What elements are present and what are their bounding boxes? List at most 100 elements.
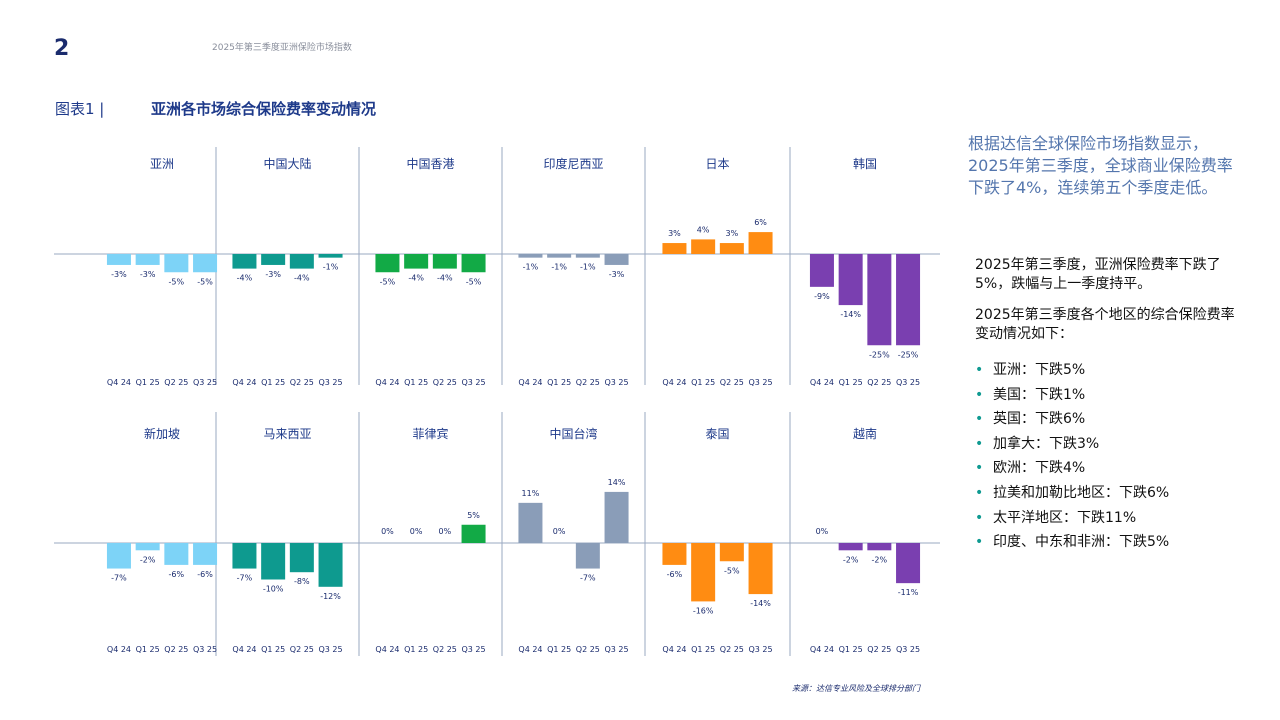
- list-item: 亚洲：下跌5%: [975, 358, 1169, 383]
- bar: [232, 254, 257, 269]
- bar: [547, 254, 572, 258]
- bar: [135, 254, 160, 265]
- x-tick-label: Q2 25: [576, 645, 600, 654]
- chart-title: 亚洲: [150, 157, 174, 171]
- bar: [261, 254, 286, 265]
- x-tick-label: Q3 25: [748, 378, 772, 387]
- data-label: -3%: [111, 270, 127, 279]
- bar: [896, 254, 921, 346]
- bar: [809, 254, 834, 287]
- bar: [838, 543, 863, 551]
- bar: [106, 254, 131, 265]
- source-note: 来源：达信专业风险及全球排分部门: [792, 684, 920, 693]
- intro-text: 根据达信全球保险市场指数显示，2025年第三季度，全球商业保险费率下跌了4%，连…: [968, 134, 1233, 197]
- x-tick-label: Q2 25: [164, 645, 188, 654]
- data-label: -12%: [320, 592, 341, 601]
- x-tick-label: Q2 25: [290, 645, 314, 654]
- chart-title: 马来西亚: [263, 427, 311, 441]
- bar: [193, 254, 218, 273]
- chart-title: 中国大陆: [263, 156, 311, 171]
- chart-title: 印度尼西亚: [543, 156, 603, 171]
- data-label: -5%: [169, 277, 185, 286]
- data-label: 6%: [754, 218, 767, 227]
- data-label: -4%: [237, 274, 253, 283]
- data-label: -25%: [869, 350, 890, 359]
- x-tick-label: Q1 25: [261, 378, 285, 387]
- bar: [691, 543, 716, 602]
- header-title: 2025年第三季度亚洲保险市场指数: [212, 43, 352, 53]
- bar: [838, 254, 863, 306]
- x-tick-label: Q3 25: [896, 378, 920, 387]
- x-tick-label: Q3 25: [604, 378, 628, 387]
- bar: [719, 543, 744, 562]
- bar: [604, 254, 629, 265]
- x-tick-label: Q3 25: [461, 645, 485, 654]
- data-label: 0%: [553, 527, 566, 536]
- data-label: -7%: [237, 574, 253, 583]
- data-label: -9%: [814, 292, 830, 301]
- x-tick-label: Q3 25: [193, 645, 217, 654]
- chart-title: 中国台湾: [549, 426, 597, 441]
- x-tick-label: Q4 24: [518, 378, 542, 387]
- figure-title: 亚洲各市场综合保险费率变动情况: [151, 100, 377, 118]
- summary-paragraph: 2025年第三季度，亚洲保险费率下跌了5%，跌幅与上一季度持平。: [975, 257, 1221, 292]
- x-tick-label: Q2 25: [720, 645, 744, 654]
- x-tick-label: Q1 25: [136, 378, 160, 387]
- data-label: -5%: [197, 277, 213, 286]
- chart-title: 韩国: [853, 156, 877, 171]
- data-label: -3%: [265, 270, 281, 279]
- bar: [719, 243, 744, 254]
- bar: [193, 543, 218, 565]
- data-label: -11%: [898, 588, 919, 597]
- bar-chart-grid: 亚洲 -3% Q4 24 -3% Q1 25 -5% Q2 25 -5% Q3 25 中国大陆 -4…: [54, 147, 940, 656]
- data-label: -3%: [140, 270, 156, 279]
- x-tick-label: Q1 25: [691, 378, 715, 387]
- data-label: 3%: [668, 229, 681, 238]
- bar: [575, 543, 600, 569]
- chart-title: 越南: [853, 426, 877, 441]
- x-tick-label: Q4 24: [810, 645, 834, 654]
- x-tick-label: Q2 25: [576, 378, 600, 387]
- x-tick-label: Q2 25: [867, 378, 891, 387]
- x-tick-label: Q1 25: [839, 645, 863, 654]
- x-tick-label: Q4 24: [518, 645, 542, 654]
- bar: [135, 543, 160, 551]
- x-tick-label: Q3 25: [896, 645, 920, 654]
- data-label: -3%: [609, 270, 625, 279]
- x-tick-label: Q4 24: [662, 378, 686, 387]
- bar: [404, 254, 429, 269]
- data-label: 14%: [608, 478, 626, 487]
- bar: [518, 502, 543, 543]
- data-label: -7%: [111, 574, 127, 583]
- data-label: -14%: [750, 599, 771, 608]
- x-tick-label: Q1 25: [404, 645, 428, 654]
- x-tick-label: Q3 25: [748, 645, 772, 654]
- figure-label: 图表1 |: [55, 100, 105, 118]
- data-label: -5%: [466, 277, 482, 286]
- x-tick-label: Q3 25: [318, 378, 342, 387]
- region-rate-list: 亚洲：下跌5% 美国：下跌1% 英国：下跌6% 加拿大：下跌3% 欧洲：下跌4%…: [975, 358, 1169, 555]
- bar: [432, 254, 457, 269]
- bar: [748, 543, 773, 595]
- data-label: -1%: [580, 263, 596, 272]
- data-label: -1%: [523, 263, 539, 272]
- x-tick-label: Q2 25: [433, 645, 457, 654]
- data-label: -4%: [437, 274, 453, 283]
- x-tick-label: Q1 25: [261, 645, 285, 654]
- data-label: -5%: [380, 277, 396, 286]
- data-label: -2%: [872, 555, 888, 564]
- regions-intro-paragraph: 2025年第三季度各个地区的综合保险费率变动情况如下：: [975, 307, 1235, 342]
- data-label: -4%: [408, 274, 424, 283]
- data-label: -16%: [693, 606, 714, 615]
- page-number: 2: [54, 36, 70, 61]
- x-tick-label: Q4 24: [232, 378, 256, 387]
- x-tick-label: Q1 25: [839, 378, 863, 387]
- bar: [461, 254, 486, 273]
- chart-title: 中国香港: [406, 156, 454, 171]
- data-label: 0%: [410, 527, 423, 536]
- bar: [896, 543, 921, 584]
- list-item: 太平洋地区：下跌11%: [975, 506, 1169, 531]
- x-tick-label: Q1 25: [691, 645, 715, 654]
- x-tick-label: Q2 25: [433, 378, 457, 387]
- data-label: -6%: [667, 570, 683, 579]
